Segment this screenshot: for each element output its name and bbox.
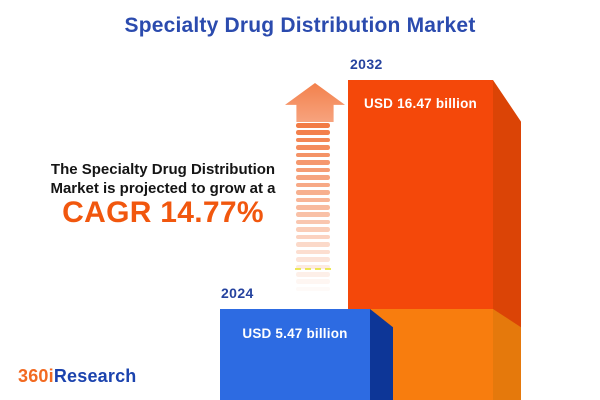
arrow-stripe [296,137,330,143]
arrow-stripe [296,160,330,165]
arrow-stripe [296,257,330,262]
arrow-stripe [296,145,330,150]
arrow-stripe [296,212,330,217]
arrow-stripe [296,190,330,195]
bar-2032-3d-side-base [493,309,521,400]
growth-arrow-stripes [296,123,330,301]
yellow-dashed-line [295,268,331,270]
intro-text-block: The Specialty Drug Distribution Market i… [38,160,288,229]
arrow-stripe [296,175,330,180]
intro-line-1: The Specialty Drug Distribution [50,161,276,178]
logo-part-orange: 360i [18,366,54,386]
bar-year-label-2024: 2024 [221,285,254,301]
arrow-stripe [296,264,330,270]
arrow-stripe [296,279,330,285]
arrow-stripe [296,234,330,240]
intro-line-2: Market is projected to grow at a [50,180,276,197]
arrow-stripe [296,242,330,247]
bar-year-label-2032: 2032 [350,56,383,72]
growth-arrow-icon [285,83,345,122]
bar-value-2032: USD 16.47 billion [364,96,477,111]
bar-value-2024: USD 5.47 billion [242,326,348,341]
logo-360iresearch: 360iResearch [18,366,137,387]
arrow-stripe [296,219,330,225]
arrow-stripe [296,227,330,232]
bar-2024-3d-side [370,309,393,400]
arrow-stripe [296,197,330,203]
arrow-stripe [296,286,330,292]
cagr-value: CAGR 14.77% [62,196,264,229]
arrow-stripe [296,182,330,188]
arrow-stripe [296,204,330,210]
arrow-stripe [296,123,330,128]
bar-2024: USD 5.47 billion [220,309,370,400]
page-title: Specialty Drug Distribution Market [124,14,476,37]
arrow-stripe [296,130,330,136]
arrow-stripe [296,249,330,255]
arrow-stripe [296,272,330,277]
arrow-stripe [296,152,330,158]
logo-part-blue: Research [53,366,137,386]
arrow-stripe [296,167,330,173]
